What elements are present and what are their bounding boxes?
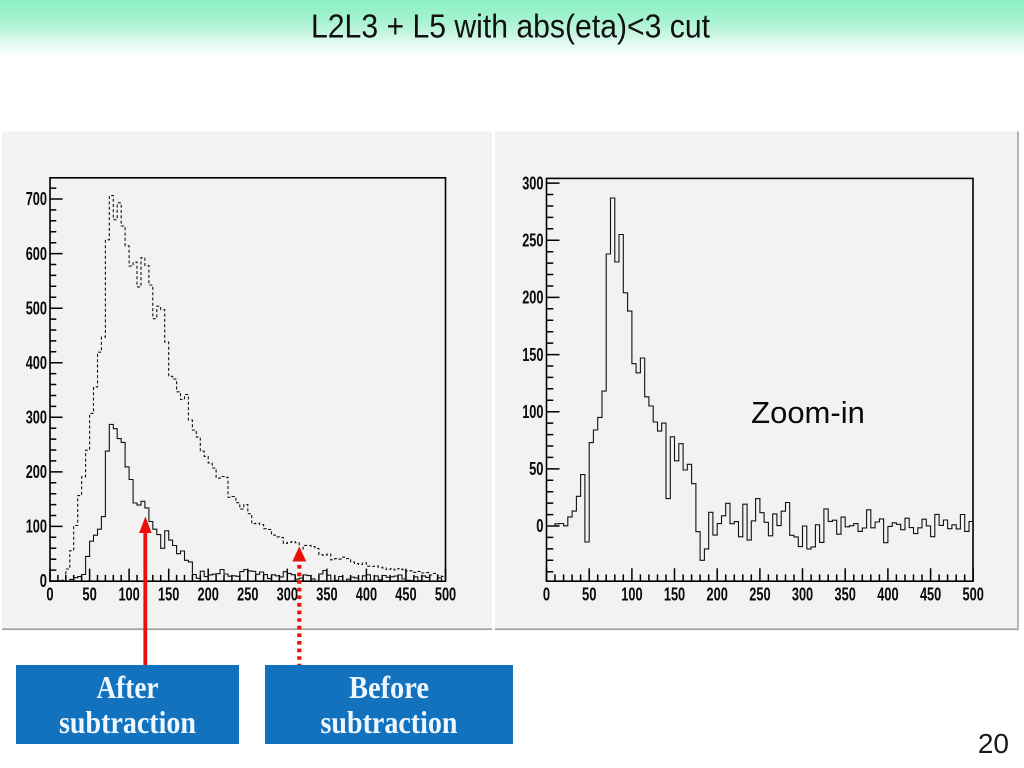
svg-text:700: 700 — [26, 188, 47, 209]
svg-text:400: 400 — [877, 584, 898, 605]
svg-text:150: 150 — [158, 584, 179, 605]
svg-text:0: 0 — [40, 570, 47, 591]
svg-text:0: 0 — [46, 584, 53, 605]
svg-text:500: 500 — [435, 584, 456, 605]
svg-text:50: 50 — [582, 584, 596, 605]
svg-text:450: 450 — [395, 584, 416, 605]
svg-text:250: 250 — [522, 229, 543, 250]
svg-text:50: 50 — [82, 584, 96, 605]
svg-text:50: 50 — [529, 458, 543, 479]
svg-text:100: 100 — [522, 401, 543, 422]
svg-text:After: After — [97, 669, 159, 705]
svg-text:300: 300 — [277, 584, 298, 605]
svg-text:Zoom-in: Zoom-in — [751, 395, 865, 430]
svg-text:100: 100 — [26, 516, 47, 537]
svg-text:L2L3 + L5 with abs(eta)<3 cut: L2L3 + L5 with abs(eta)<3 cut — [311, 8, 710, 45]
svg-text:0: 0 — [543, 584, 550, 605]
svg-text:500: 500 — [963, 584, 984, 605]
svg-text:200: 200 — [522, 287, 543, 308]
svg-text:20: 20 — [978, 728, 1009, 759]
svg-text:250: 250 — [237, 584, 258, 605]
svg-text:250: 250 — [749, 584, 770, 605]
svg-text:400: 400 — [356, 584, 377, 605]
svg-text:subtraction: subtraction — [59, 704, 196, 740]
svg-text:350: 350 — [835, 584, 856, 605]
svg-text:350: 350 — [316, 584, 337, 605]
svg-text:500: 500 — [26, 297, 47, 318]
svg-text:450: 450 — [920, 584, 941, 605]
svg-text:400: 400 — [26, 352, 47, 373]
svg-text:300: 300 — [26, 407, 47, 428]
svg-text:100: 100 — [621, 584, 642, 605]
svg-text:100: 100 — [118, 584, 139, 605]
svg-text:200: 200 — [26, 461, 47, 482]
svg-text:0: 0 — [536, 515, 543, 536]
svg-text:200: 200 — [707, 584, 728, 605]
svg-text:200: 200 — [198, 584, 219, 605]
svg-text:150: 150 — [664, 584, 685, 605]
svg-text:300: 300 — [522, 172, 543, 193]
svg-text:150: 150 — [522, 344, 543, 365]
svg-text:Before: Before — [349, 669, 429, 705]
svg-text:300: 300 — [792, 584, 813, 605]
svg-text:subtraction: subtraction — [321, 704, 458, 740]
svg-text:600: 600 — [26, 243, 47, 264]
